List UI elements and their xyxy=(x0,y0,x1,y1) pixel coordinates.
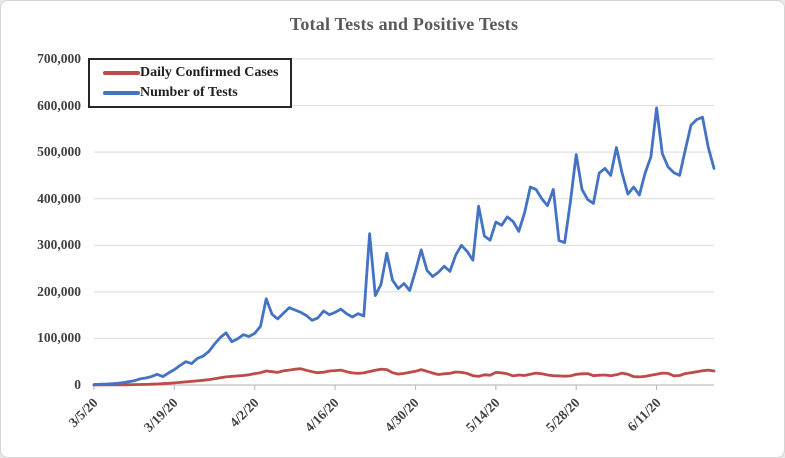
y-axis-tick-label: 200,000 xyxy=(37,283,81,299)
y-axis-tick-label: 400,000 xyxy=(37,190,81,206)
y-axis-tick-label: 0 xyxy=(74,377,81,392)
legend-label: Daily Confirmed Cases xyxy=(140,65,279,80)
y-axis-tick-label: 300,000 xyxy=(37,237,81,253)
legend-entry-daily-confirmed-cases: Daily Confirmed Cases xyxy=(103,64,278,81)
y-axis-tick-label: 700,000 xyxy=(37,51,81,66)
series-line-daily-confirmed-cases xyxy=(92,367,716,387)
series-line-number-of-tests xyxy=(92,106,716,386)
legend-line-swatch-red xyxy=(103,70,140,75)
y-axis-tick-label: 600,000 xyxy=(37,97,81,113)
chart-legend: Daily Confirmed Cases Number of Tests xyxy=(88,58,293,108)
legend-line-swatch-blue xyxy=(103,90,140,95)
legend-entry-number-of-tests: Number of Tests xyxy=(103,84,278,101)
y-axis-tick-label: 100,000 xyxy=(37,330,81,346)
y-axis-tick-label: 500,000 xyxy=(37,144,81,160)
chart-title: Total Tests and Positive Tests xyxy=(289,14,519,34)
legend-label: Number of Tests xyxy=(140,85,238,100)
